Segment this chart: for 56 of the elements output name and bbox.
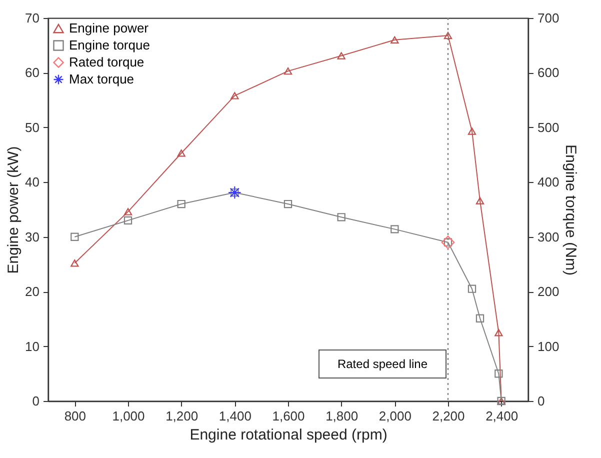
y2-tick-label: 100 [538, 338, 560, 354]
y-axis-title: Engine power (kW) [5, 146, 22, 274]
y-tick-label: 30 [25, 229, 40, 244]
x-tick-label: 1,600 [272, 408, 305, 424]
point [284, 67, 292, 75]
y2-tick-label: 300 [538, 229, 560, 244]
y-tick-label: 60 [25, 65, 40, 80]
point [177, 150, 186, 157]
x-tick-label: 2,000 [378, 408, 412, 424]
x-axis-title: Engine rotational speed (rpm) [190, 426, 388, 444]
point [124, 216, 132, 225]
x-tick-label: 2,200 [432, 408, 465, 424]
y-tick-label: 20 [25, 284, 40, 300]
point [441, 236, 455, 250]
point [230, 188, 239, 197]
point [468, 284, 476, 293]
y-tick-label: 70 [25, 10, 40, 26]
point [230, 92, 239, 100]
point [494, 370, 503, 378]
y-tick-label: 10 [25, 338, 40, 354]
point [337, 213, 346, 222]
point [228, 186, 242, 200]
y2-tick-label: 400 [538, 174, 560, 190]
y-tick-label: 50 [25, 120, 40, 135]
point [177, 200, 186, 208]
legend-label: Max torque [69, 72, 134, 86]
point [476, 197, 484, 204]
y2-axis-title: Engine torque (Nm) [562, 144, 580, 276]
y2-tick-label: 700 [538, 10, 560, 26]
y2-tick-label: 600 [538, 65, 560, 80]
legend-label: Engine power [69, 20, 150, 36]
point [337, 52, 346, 60]
annotation: Rated speed line [337, 357, 428, 371]
x-tick-label: 800 [64, 408, 86, 424]
x-tick-label: 1,000 [112, 408, 145, 424]
point [124, 208, 132, 216]
point [476, 314, 484, 322]
point [390, 225, 399, 234]
y-tick-label: 0 [32, 394, 40, 408]
x-tick-label: 1,800 [326, 408, 358, 424]
point [468, 128, 476, 135]
y-tick-label: 40 [25, 174, 40, 190]
y2-tick-label: 0 [538, 394, 545, 408]
point [390, 36, 399, 44]
point [70, 232, 79, 241]
point [444, 32, 452, 40]
legend-label: Rated torque [69, 54, 144, 70]
x-tick-label: 1,200 [166, 408, 198, 424]
point [284, 200, 292, 208]
legend-label: Engine torque [69, 38, 150, 52]
y2-tick-label: 200 [538, 284, 560, 300]
point [70, 260, 79, 267]
x-tick-label: 1,400 [218, 408, 252, 424]
point [494, 328, 503, 336]
x-tick-label: 2,400 [486, 408, 518, 424]
y2-tick-label: 500 [538, 120, 560, 135]
